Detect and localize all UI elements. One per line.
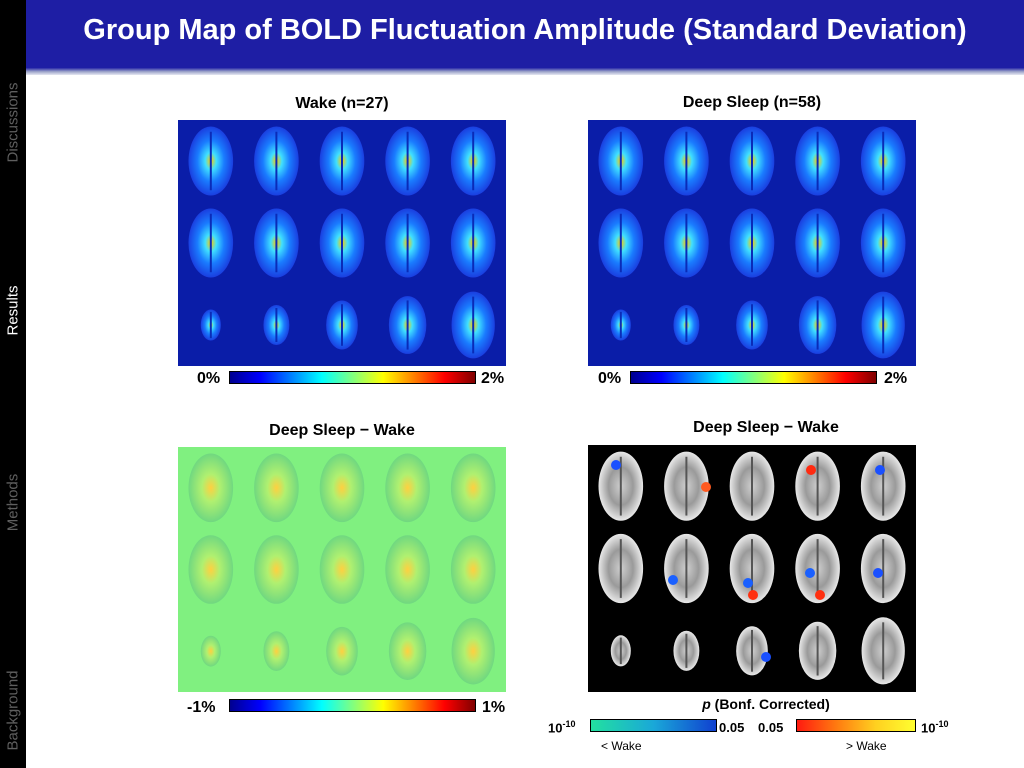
diff-scale-max: 1%: [482, 699, 506, 716]
brain-slice: [254, 453, 299, 523]
significance-cluster: [875, 465, 885, 475]
brain-slice: [450, 453, 496, 523]
pmap-left-min: 10-10: [548, 719, 576, 736]
brain-slice: [326, 626, 358, 676]
sidebar-item-background[interactable]: Background: [0, 655, 26, 765]
brain-slice: [388, 622, 427, 680]
sidebar-item-results[interactable]: Results: [0, 275, 26, 345]
significance-cluster: [668, 575, 678, 585]
brain-slice: [263, 631, 290, 672]
pmap-right-start: 0.05: [758, 720, 784, 735]
pmap-left-end: 0.05: [719, 720, 745, 735]
significance-cluster: [806, 465, 816, 475]
significance-cluster: [701, 482, 711, 492]
diff-colorbar: [229, 699, 476, 712]
pmap-right-caption: > Wake: [846, 739, 887, 753]
brain-slice: [451, 617, 495, 685]
sidebar-item-label: Methods: [4, 473, 22, 531]
wake-colorbar: [229, 371, 476, 384]
diff-panel-title: Deep Sleep − Wake: [269, 422, 415, 439]
pmap-panel-title: Deep Sleep − Wake: [693, 419, 839, 436]
section-sidebar: Discussions Results Methods Background: [0, 0, 26, 768]
sidebar-item-methods[interactable]: Methods: [0, 462, 26, 542]
significance-cluster: [748, 590, 758, 600]
title-bar: [26, 0, 1024, 68]
sidebar-item-label: Background: [4, 669, 22, 751]
significance-cluster: [743, 578, 753, 588]
diff-scale-min: -1%: [187, 699, 216, 716]
significance-cluster: [761, 652, 771, 662]
wake-scale-min: 0%: [197, 370, 221, 387]
brain-slices: [188, 126, 496, 359]
wake-brain-map: [178, 120, 506, 366]
sleep-colorbar: [630, 371, 877, 384]
sleep-panel-title: Deep Sleep (n=58): [682, 94, 822, 111]
brain-slice: [450, 535, 496, 604]
brain-slice: [319, 535, 365, 604]
pmap-left-caption: < Wake: [601, 739, 642, 753]
header-divider: [26, 68, 1024, 75]
sidebar-item-label: Results: [4, 284, 22, 336]
significance-cluster: [805, 568, 815, 578]
pmap-red-colorbar: [796, 719, 916, 732]
slide-title: Group Map of BOLD Fluctuation Amplitude …: [83, 14, 967, 46]
pmap-brain-map: [588, 445, 916, 692]
sleep-scale-max: 2%: [884, 370, 908, 387]
wake-scale-max: 2%: [481, 370, 505, 387]
sleep-scale-min: 0%: [598, 370, 622, 387]
pmap-blue-colorbar: [590, 719, 717, 732]
brain-slices: [598, 451, 906, 685]
brain-slice: [319, 453, 365, 523]
significance-cluster: [611, 460, 621, 470]
sidebar-item-discussions[interactable]: Discussions: [0, 70, 26, 175]
sleep-brain-map: [588, 120, 916, 366]
sidebar-item-label: Discussions: [4, 82, 22, 163]
brain-slice: [188, 535, 234, 604]
significance-cluster: [873, 568, 883, 578]
brain-slice: [200, 635, 221, 667]
brain-slice: [385, 453, 430, 523]
p-correction-label: (Bonf. Corrected): [714, 696, 830, 712]
diff-brain-map: [178, 447, 506, 692]
pmap-right-max: 10-10: [921, 719, 949, 736]
brain-slices: [598, 126, 906, 359]
wake-panel-title: Wake (n=27): [295, 95, 389, 112]
significance-cluster: [815, 590, 825, 600]
brain-slice: [385, 535, 430, 604]
pmap-scale-label: p (Bonf. Corrected): [588, 696, 944, 712]
brain-slice: [254, 535, 299, 604]
brain-slice: [188, 453, 234, 523]
brain-slices: [188, 453, 496, 685]
p-symbol: p: [702, 696, 711, 712]
